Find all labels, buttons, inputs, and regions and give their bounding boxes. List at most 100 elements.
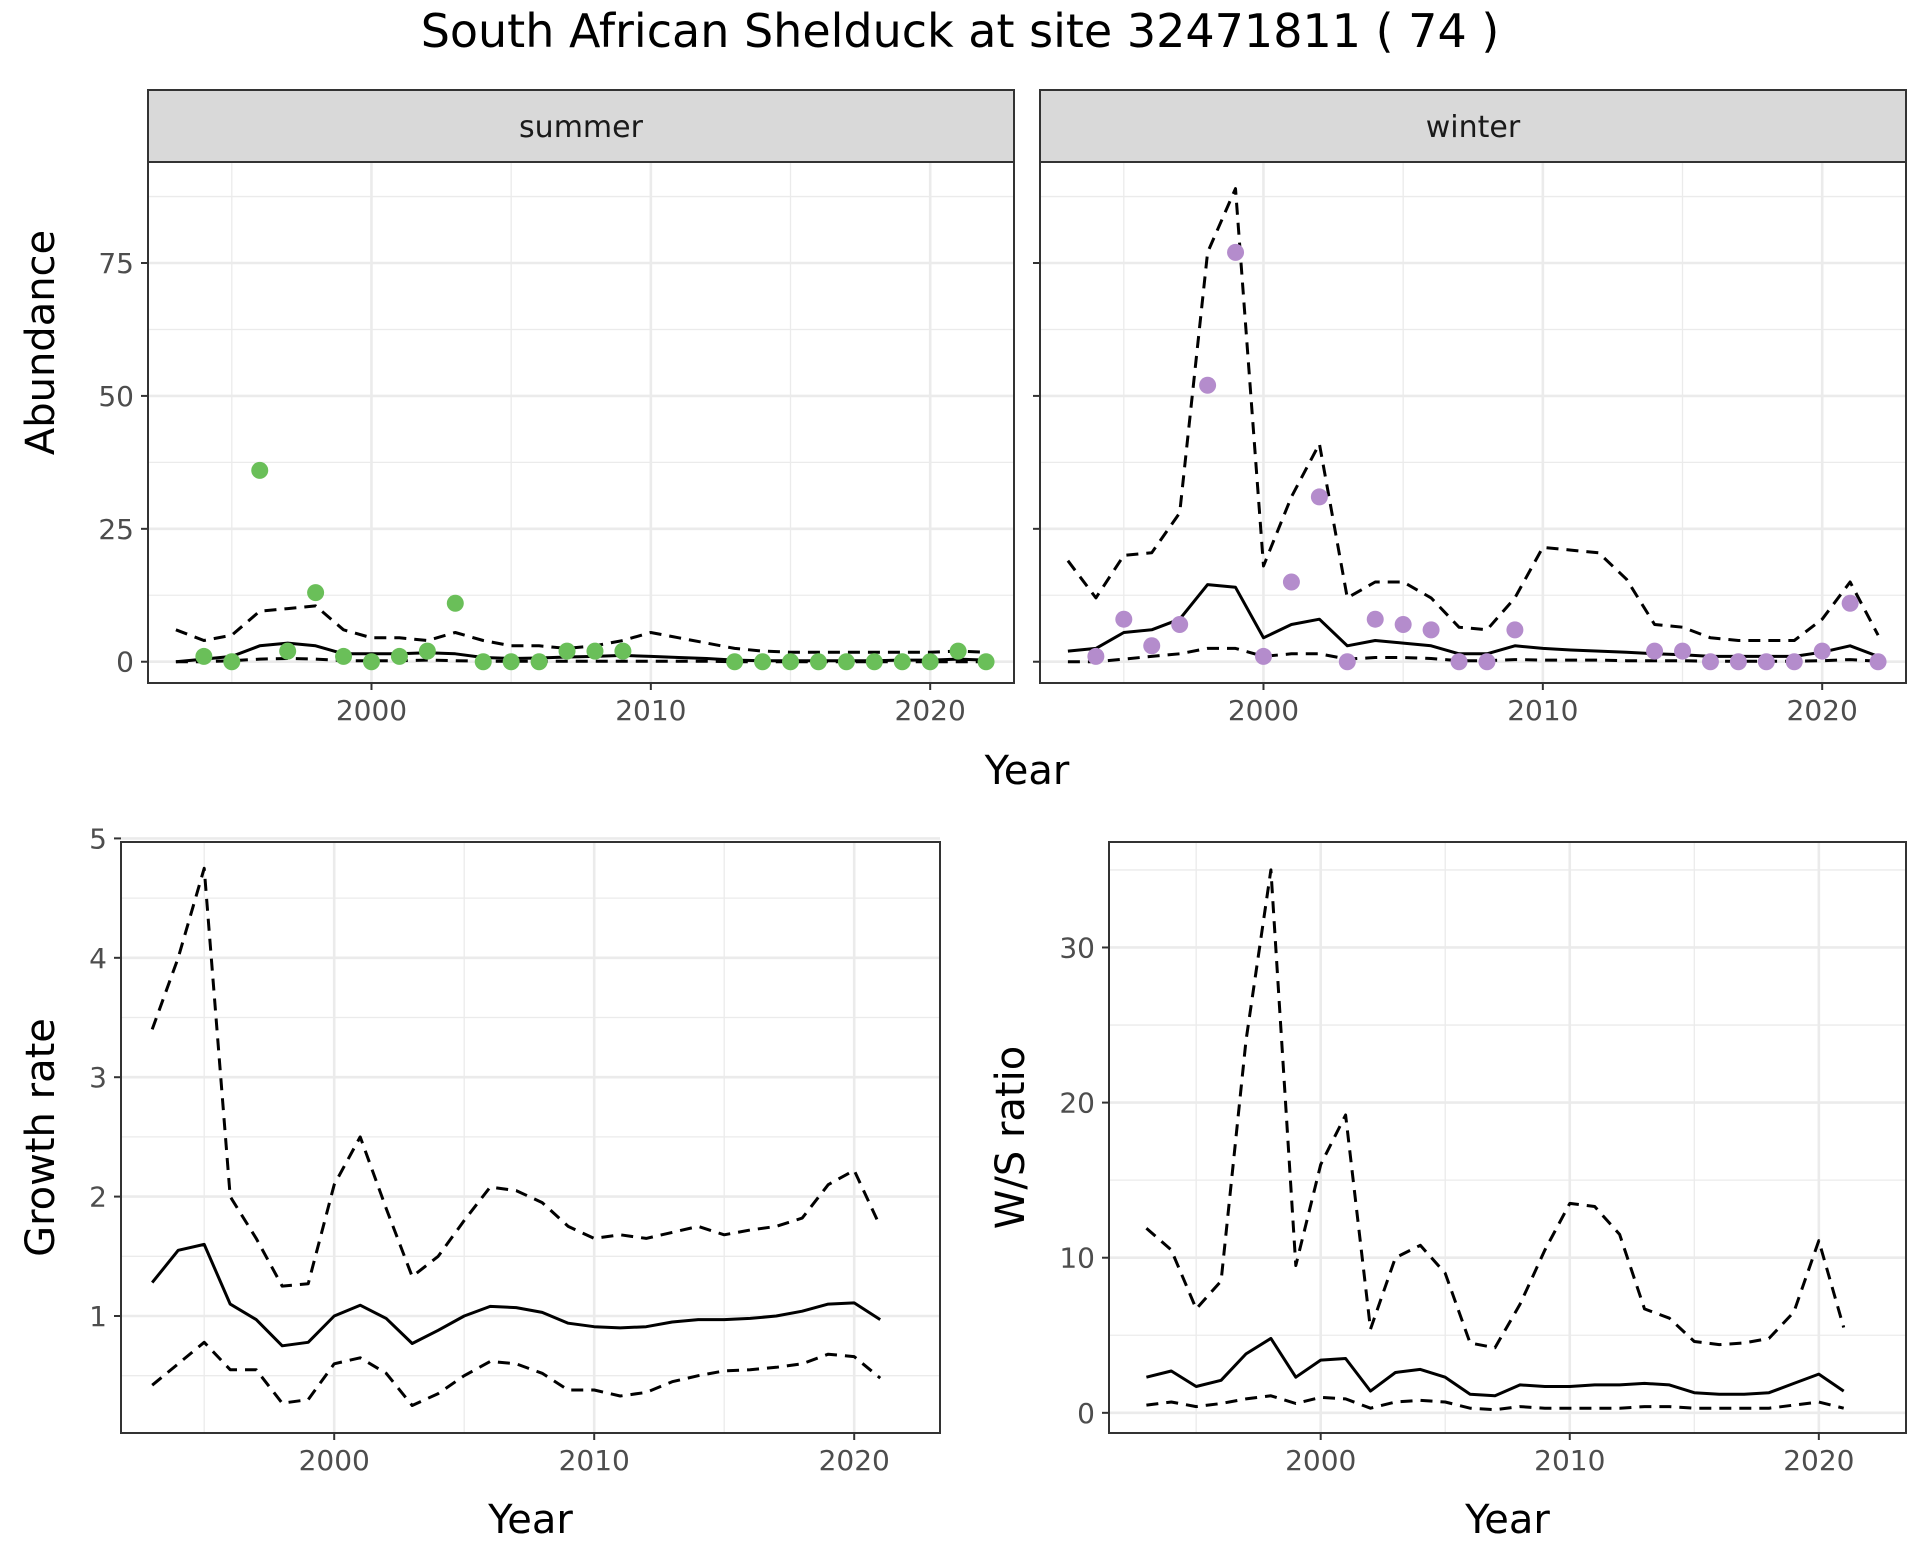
data-point xyxy=(195,647,213,665)
data-point xyxy=(251,461,269,479)
figure-title: South African Shelduck at site 32471811 … xyxy=(421,4,1500,58)
confidence-line-1 xyxy=(1145,868,1846,1350)
data-point xyxy=(614,642,632,660)
data-point xyxy=(390,647,408,665)
gridlines xyxy=(121,837,940,1433)
y-axis: 1 2 3 4 5 xyxy=(89,822,121,1333)
data-point xyxy=(1757,653,1775,671)
data-point xyxy=(726,653,744,671)
confidence-line-1 xyxy=(175,604,987,654)
confidence-line-1 xyxy=(150,866,882,1288)
data-point xyxy=(837,653,855,671)
data-point xyxy=(1813,642,1831,660)
y-axis xyxy=(1033,262,1040,663)
confidence-line-2 xyxy=(151,1340,882,1407)
y-tick-label: 4 xyxy=(89,942,107,975)
y-tick-label: 10 xyxy=(1059,1242,1095,1275)
data-point xyxy=(1701,653,1719,671)
panel-ws_ratio: 2000 2010 2020 0 10 20 30 Year W/S ratio xyxy=(988,841,1907,1543)
data-points xyxy=(1087,243,1887,671)
x-tick-label: 2000 xyxy=(336,694,407,727)
y-tick-label: 75 xyxy=(98,247,134,280)
data-point xyxy=(977,653,995,671)
data-point xyxy=(1143,637,1161,655)
confidence-line-2 xyxy=(1067,646,1879,664)
panel-background xyxy=(1040,162,1906,683)
panel-winter: winter 2000 2010 2020 xyxy=(1033,89,1907,727)
y-tick-label: 25 xyxy=(98,513,134,546)
data-point xyxy=(558,642,576,660)
data-point xyxy=(474,653,492,671)
data-points xyxy=(195,461,995,671)
y-axis-title-top: Abundance xyxy=(18,230,64,455)
data-point xyxy=(307,584,325,602)
y-tick-label: 30 xyxy=(1059,931,1095,964)
panel-background xyxy=(1109,842,1906,1433)
facet-strip-label: summer xyxy=(519,110,644,145)
confidence-line-2 xyxy=(1146,1394,1845,1412)
x-tick-label: 2010 xyxy=(1507,694,1578,727)
x-axis-title-top: Year xyxy=(984,748,1070,794)
data-point xyxy=(809,653,827,671)
panel-growth: 2000 2010 2020 1 2 3 4 5 Year Growth rate xyxy=(18,822,941,1543)
data-point xyxy=(782,653,800,671)
y-tick-label: 0 xyxy=(1077,1397,1095,1430)
panel-border xyxy=(1108,841,1907,1434)
data-point xyxy=(446,594,464,612)
panel-background xyxy=(148,162,1014,683)
x-tick-label: 2010 xyxy=(1534,1444,1605,1477)
y-tick-label: 0 xyxy=(116,646,134,679)
y-tick-label: 50 xyxy=(98,380,134,413)
data-point xyxy=(362,653,380,671)
x-tick-label: 2020 xyxy=(819,1444,890,1477)
data-point xyxy=(1338,653,1356,671)
x-tick-label: 2020 xyxy=(1783,1444,1854,1477)
data-point xyxy=(1171,616,1189,634)
data-point xyxy=(1785,653,1803,671)
data-point xyxy=(279,642,297,660)
x-tick-label: 2010 xyxy=(615,694,686,727)
x-tick-label: 2000 xyxy=(1228,694,1299,727)
data-point xyxy=(921,653,939,671)
facet-strip-label: winter xyxy=(1426,110,1521,145)
data-point xyxy=(1282,573,1300,591)
x-tick-label: 2010 xyxy=(559,1444,630,1477)
data-point xyxy=(949,642,967,660)
data-point xyxy=(1646,642,1664,660)
data-point xyxy=(1394,616,1412,634)
x-tick-label: 2020 xyxy=(895,694,966,727)
y-axis: 0 25 50 75 xyxy=(98,247,148,679)
data-point xyxy=(586,642,604,660)
data-point xyxy=(1115,610,1133,628)
y-tick-label: 5 xyxy=(89,822,107,855)
confidence-line-2 xyxy=(175,657,987,664)
data-point xyxy=(1422,621,1440,639)
gridlines xyxy=(1040,162,1906,683)
series-lines xyxy=(150,866,882,1407)
data-point xyxy=(1087,647,1105,665)
data-point xyxy=(1674,642,1692,660)
y-axis: 0 10 20 30 xyxy=(1059,931,1109,1430)
data-point xyxy=(1310,488,1328,506)
estimate-line xyxy=(151,1242,882,1348)
y-tick-label: 2 xyxy=(89,1181,107,1214)
data-point xyxy=(1254,647,1272,665)
data-point xyxy=(1506,621,1524,639)
x-axis: 2000 2010 2020 xyxy=(1228,683,1858,727)
data-point xyxy=(1729,653,1747,671)
facet-strip xyxy=(1039,89,1907,163)
data-point xyxy=(1841,594,1859,612)
x-tick-label: 2000 xyxy=(1285,1444,1356,1477)
data-point xyxy=(1199,376,1217,394)
data-point xyxy=(893,653,911,671)
x-tick-label: 2020 xyxy=(1787,694,1858,727)
data-point xyxy=(865,653,883,671)
y-tick-label: 3 xyxy=(89,1061,107,1094)
x-axis: 2000 2010 2020 xyxy=(1285,1433,1854,1477)
data-point xyxy=(1227,243,1245,261)
data-point xyxy=(530,653,548,671)
facet-strip xyxy=(147,89,1015,163)
x-axis-title: Year xyxy=(1464,1497,1550,1543)
